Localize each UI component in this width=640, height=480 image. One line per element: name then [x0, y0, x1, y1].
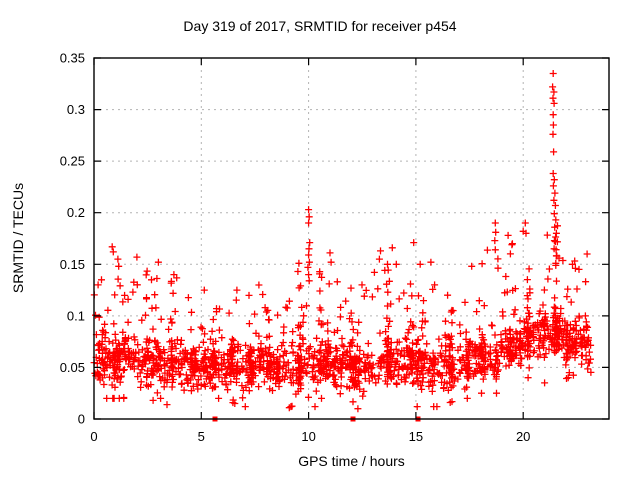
svg-text:0.25: 0.25 — [60, 154, 85, 169]
svg-text:0.2: 0.2 — [67, 205, 85, 220]
svg-text:0: 0 — [78, 412, 85, 427]
svg-text:0.35: 0.35 — [60, 51, 85, 66]
data-points — [90, 70, 595, 422]
chart-title: Day 319 of 2017, SRMTID for receiver p45… — [183, 18, 457, 34]
svg-text:0.15: 0.15 — [60, 257, 85, 272]
svg-text:10: 10 — [301, 429, 315, 444]
grid-lines — [94, 58, 609, 419]
svg-text:0.1: 0.1 — [67, 308, 85, 323]
svg-text:0: 0 — [90, 429, 97, 444]
x-axis-label: GPS time / hours — [298, 453, 405, 469]
axes — [93, 57, 610, 420]
svg-text:0.3: 0.3 — [67, 102, 85, 117]
svg-text:0.05: 0.05 — [60, 360, 85, 375]
svg-text:15: 15 — [409, 429, 423, 444]
tick-labels: 0 5 10 15 20 0 0.05 0.1 0.15 0.2 0.25 0.3 0.35 — [60, 51, 531, 445]
svg-text:5: 5 — [198, 429, 205, 444]
svg-text:20: 20 — [516, 429, 530, 444]
